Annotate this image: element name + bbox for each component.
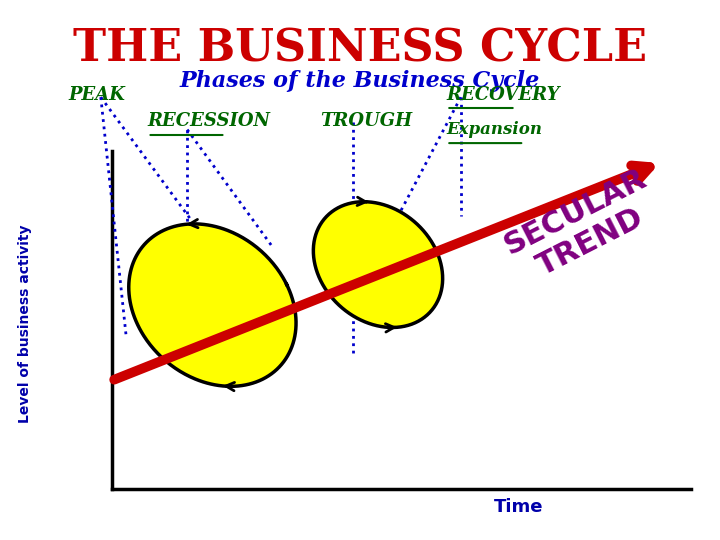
Polygon shape: [313, 202, 443, 327]
Text: TROUGH: TROUGH: [320, 112, 413, 131]
Text: Phases of the Business Cycle: Phases of the Business Cycle: [180, 70, 540, 92]
Text: RECESSION: RECESSION: [148, 112, 271, 131]
Text: Expansion: Expansion: [446, 121, 542, 138]
Text: SECULAR
TREND: SECULAR TREND: [500, 164, 667, 290]
Text: Level of business activity: Level of business activity: [18, 225, 32, 423]
Polygon shape: [129, 224, 296, 386]
Text: Time: Time: [494, 498, 543, 516]
Text: RECOVERY: RECOVERY: [446, 85, 560, 104]
Text: THE BUSINESS CYCLE: THE BUSINESS CYCLE: [73, 27, 647, 70]
Text: PEAK: PEAK: [68, 85, 125, 104]
